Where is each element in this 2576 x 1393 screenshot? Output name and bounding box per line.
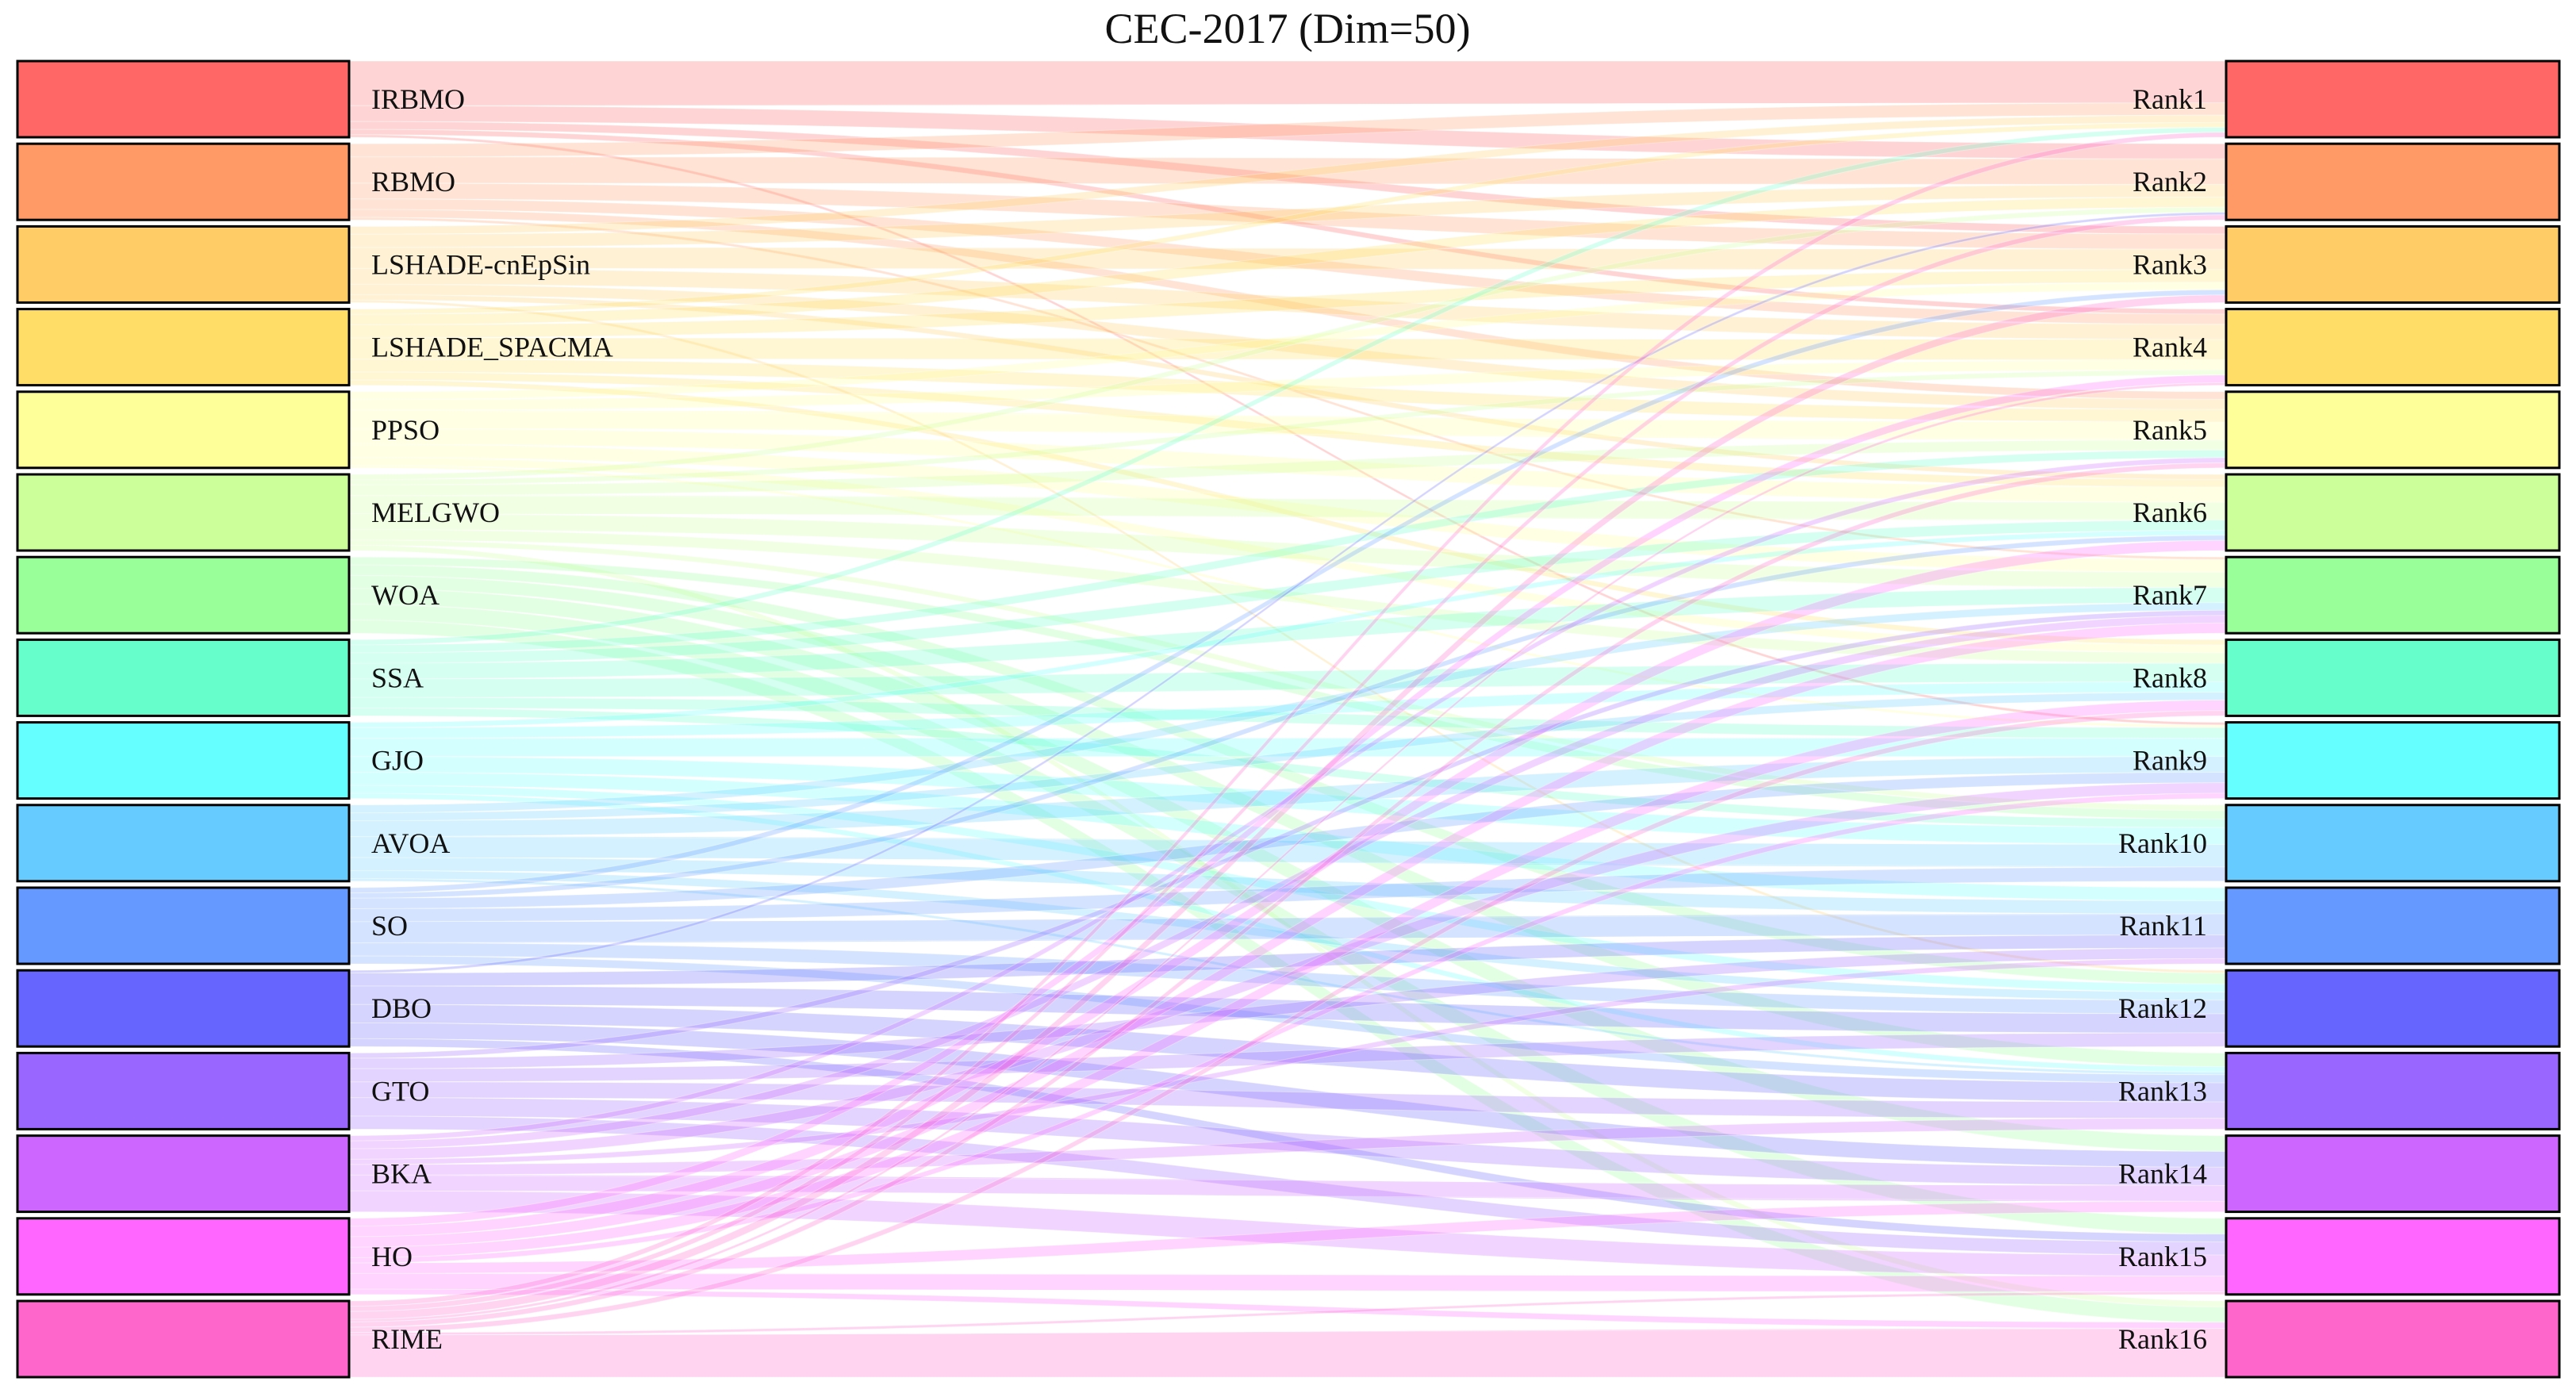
- algorithm-node-dbo: [16, 969, 351, 1048]
- algorithm-label-gto: GTO: [371, 1075, 429, 1107]
- rank-node-rank3: [2225, 224, 2561, 304]
- algorithm-label-avoa: AVOA: [371, 827, 450, 859]
- algorithm-node-lshade-spacma: [16, 308, 351, 387]
- algorithm-label-woa: WOA: [371, 579, 440, 611]
- algorithm-node-rime: [16, 1299, 351, 1379]
- algorithm-node-gto: [16, 1051, 351, 1130]
- rank-node-rank5: [2225, 390, 2561, 470]
- algorithm-label-ssa: SSA: [371, 662, 424, 693]
- rank-label-rank8: Rank8: [2133, 662, 2207, 693]
- algorithm-label-rbmo: RBMO: [371, 166, 455, 198]
- algorithm-node-irbmo: [16, 59, 351, 139]
- rank-node-rank16: [2225, 1299, 2561, 1379]
- algorithm-node-so: [16, 886, 351, 965]
- algorithm-node-rbmo: [16, 142, 351, 221]
- algorithm-label-dbo: DBO: [371, 992, 432, 1024]
- rank-node-rank9: [2225, 721, 2561, 800]
- algorithm-node-ho: [16, 1217, 351, 1296]
- rank-label-rank16: Rank16: [2118, 1323, 2207, 1355]
- algorithm-node-woa: [16, 555, 351, 635]
- chart-title: CEC-2017 (Dim=50): [1105, 5, 1471, 52]
- rank-label-rank10: Rank10: [2118, 827, 2207, 859]
- left-node-column: IRBMO RBMO LSHADE-cnEpSin LSHADE_SPACMA PPSO…: [16, 59, 613, 1379]
- rank-node-rank12: [2225, 969, 2561, 1048]
- rank-label-rank6: Rank6: [2133, 497, 2207, 528]
- sankey-links: [348, 60, 2227, 1378]
- rank-label-rank7: Rank7: [2133, 579, 2207, 611]
- rank-node-rank2: [2225, 142, 2561, 221]
- rank-label-rank13: Rank13: [2118, 1075, 2207, 1107]
- algorithm-label-lshade-spacma: LSHADE_SPACMA: [371, 332, 613, 363]
- right-node-column: Rank1 Rank2 Rank3 Rank4 Rank5 Rank6 Rank7 Rank8…: [2118, 59, 2561, 1379]
- rank-node-rank10: [2225, 804, 2561, 883]
- algorithm-node-melgwo: [16, 473, 351, 552]
- algorithm-label-rime: RIME: [371, 1323, 443, 1355]
- algorithm-label-bka: BKA: [371, 1158, 432, 1190]
- algorithm-node-ssa: [16, 638, 351, 717]
- rank-node-rank15: [2225, 1217, 2561, 1296]
- algorithm-label-gjo: GJO: [371, 745, 424, 777]
- rank-label-rank5: Rank5: [2133, 414, 2207, 446]
- algorithm-label-ppso: PPSO: [371, 414, 440, 446]
- rank-label-rank1: Rank1: [2133, 83, 2207, 115]
- rank-label-rank11: Rank11: [2119, 910, 2207, 942]
- algorithm-node-avoa: [16, 804, 351, 883]
- rank-node-rank6: [2225, 473, 2561, 552]
- rank-label-rank12: Rank12: [2118, 992, 2207, 1024]
- rank-node-rank8: [2225, 638, 2561, 717]
- rank-node-rank13: [2225, 1051, 2561, 1130]
- rank-label-rank2: Rank2: [2133, 166, 2207, 198]
- rank-label-rank4: Rank4: [2133, 332, 2207, 363]
- rank-node-rank14: [2225, 1134, 2561, 1214]
- rank-node-rank7: [2225, 555, 2561, 635]
- link-irbmo-rank1: [348, 60, 2227, 106]
- algorithm-label-melgwo: MELGWO: [371, 497, 500, 528]
- rank-label-rank14: Rank14: [2118, 1158, 2207, 1190]
- rank-label-rank3: Rank3: [2133, 248, 2207, 280]
- rank-node-rank4: [2225, 308, 2561, 387]
- algorithm-node-gjo: [16, 721, 351, 800]
- algorithm-node-bka: [16, 1134, 351, 1214]
- rank-node-rank1: [2225, 59, 2561, 139]
- link-rime-rank16: [348, 1328, 2227, 1378]
- rank-node-rank11: [2225, 886, 2561, 965]
- rank-label-rank9: Rank9: [2133, 745, 2207, 777]
- link-rime-rank15: [348, 1291, 2227, 1336]
- algorithm-node-ppso: [16, 390, 351, 470]
- algorithm-label-irbmo: IRBMO: [371, 83, 465, 115]
- algorithm-label-lshade-cnepsin: LSHADE-cnEpSin: [371, 248, 590, 280]
- rank-label-rank15: Rank15: [2118, 1241, 2207, 1272]
- algorithm-node-lshade-cnepsin: [16, 224, 351, 304]
- algorithm-label-ho: HO: [371, 1241, 413, 1272]
- algorithm-label-so: SO: [371, 910, 408, 942]
